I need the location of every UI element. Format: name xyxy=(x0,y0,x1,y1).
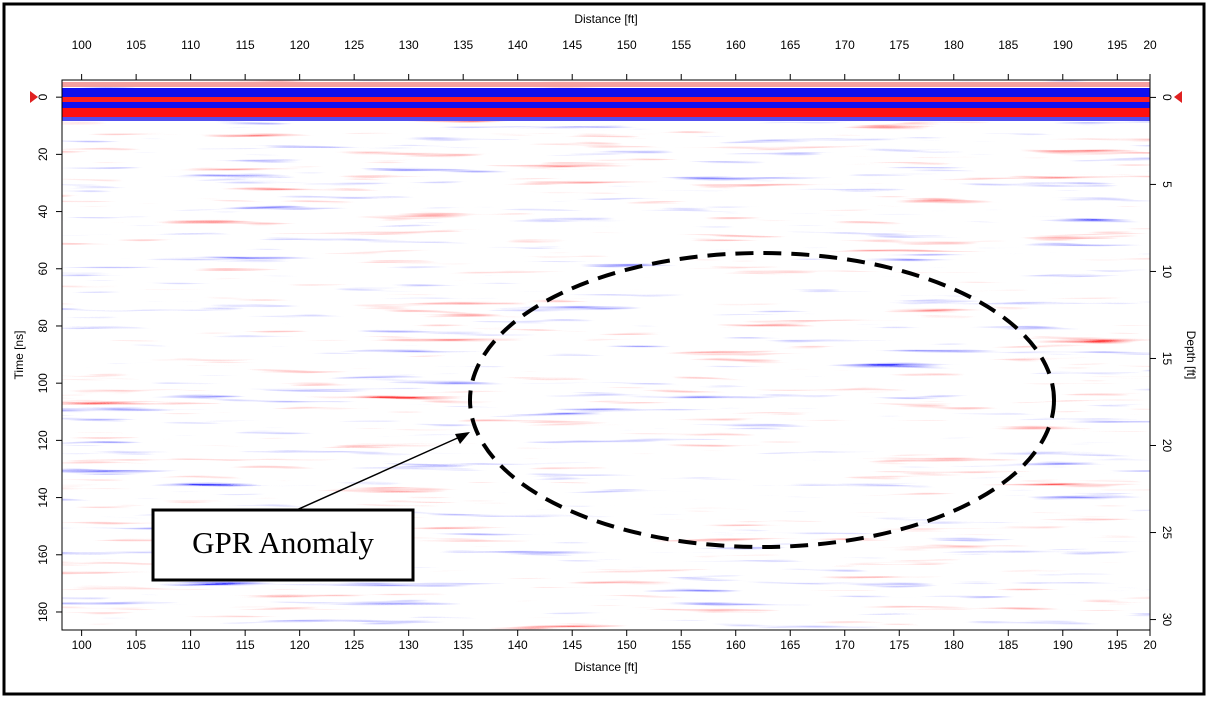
x-tick-label-bottom: 180 xyxy=(944,638,964,652)
x-tick-label: 180 xyxy=(944,38,964,52)
page: GPR Anomaly Distance [ft] Distance [ft] … xyxy=(0,0,1208,703)
x-tick-label-bottom: 110 xyxy=(181,638,200,652)
y2-tick-label: 20 xyxy=(1160,439,1174,453)
x-tick-label: 135 xyxy=(453,38,473,52)
y-tick-label: 160 xyxy=(36,544,50,564)
x-tick-label-bottom: 165 xyxy=(780,638,800,652)
x-tick-label-bottom: 185 xyxy=(998,638,1018,652)
x-tick-label: 20 xyxy=(1143,38,1157,52)
x-tick-label: 140 xyxy=(508,38,528,52)
y-tick-label: 20 xyxy=(36,147,50,161)
x-tick-label-bottom: 120 xyxy=(290,638,310,652)
band xyxy=(62,97,1150,102)
x-tick-label-bottom: 145 xyxy=(562,638,582,652)
y-tick-label: 120 xyxy=(36,430,50,450)
y-tick-label: 40 xyxy=(36,205,50,219)
x-tick-label-bottom: 130 xyxy=(399,638,419,652)
y2-tick-label: 5 xyxy=(1160,181,1174,188)
x-tick-label-bottom: 20 xyxy=(1143,638,1157,652)
x-axis-title-bottom: Distance [ft] xyxy=(574,660,637,674)
x-tick-label: 125 xyxy=(344,38,364,52)
x-tick-label: 150 xyxy=(617,38,637,52)
x-tick-label: 145 xyxy=(562,38,582,52)
annotation: GPR Anomaly xyxy=(192,525,374,560)
x-tick-label: 195 xyxy=(1107,38,1127,52)
x-tick-label-bottom: 190 xyxy=(1053,638,1073,652)
x-tick-label: 190 xyxy=(1053,38,1073,52)
y-tick-label: 180 xyxy=(36,602,50,622)
x-tick-label-bottom: 105 xyxy=(126,638,146,652)
x-tick-label-bottom: 135 xyxy=(453,638,473,652)
x-tick-label: 110 xyxy=(181,38,200,52)
y2-tick-label: 0 xyxy=(1160,94,1174,101)
chart: GPR Anomaly Distance [ft] Distance [ft] … xyxy=(0,0,1208,698)
x-tick-label-bottom: 100 xyxy=(72,638,92,652)
x-tick-label: 155 xyxy=(671,38,691,52)
y2-tick-label: 25 xyxy=(1160,526,1174,540)
x-tick-label-bottom: 150 xyxy=(617,638,637,652)
x-tick-label-bottom: 160 xyxy=(726,638,746,652)
y2-axis-title: Depth [ft] xyxy=(1184,331,1198,380)
x-tick-label-bottom: 115 xyxy=(236,638,255,652)
x-tick-label: 105 xyxy=(126,38,146,52)
y-tick-label: 60 xyxy=(36,262,50,276)
x-tick-label: 160 xyxy=(726,38,746,52)
x-tick-label-bottom: 125 xyxy=(344,638,364,652)
y-tick-label: 100 xyxy=(36,373,50,393)
x-tick-label: 130 xyxy=(399,38,419,52)
x-tick-label-bottom: 170 xyxy=(835,638,855,652)
x-tick-label: 120 xyxy=(290,38,310,52)
band xyxy=(62,82,1150,87)
y-tick-label: 0 xyxy=(36,94,50,101)
x-tick-label: 185 xyxy=(998,38,1018,52)
y2-tick-label: 30 xyxy=(1160,613,1174,627)
x-tick-label: 100 xyxy=(72,38,92,52)
x-tick-label-bottom: 155 xyxy=(671,638,691,652)
x-axis-title: Distance [ft] xyxy=(574,12,637,26)
y2-tick-label: 15 xyxy=(1160,352,1174,366)
x-tick-label-bottom: 195 xyxy=(1107,638,1127,652)
x-tick-label: 115 xyxy=(236,38,255,52)
y-tick-label: 140 xyxy=(36,487,50,507)
x-tick-label-bottom: 175 xyxy=(889,638,909,652)
band xyxy=(62,117,1150,121)
y-tick-label: 80 xyxy=(36,319,50,333)
x-tick-label-bottom: 140 xyxy=(508,638,528,652)
x-tick-label: 165 xyxy=(780,38,800,52)
y-axis-title: Time [ns] xyxy=(12,331,26,380)
band xyxy=(62,88,1150,97)
y2-tick-label: 10 xyxy=(1160,265,1174,279)
band xyxy=(62,108,1150,117)
x-tick-label: 175 xyxy=(889,38,909,52)
band xyxy=(62,102,1150,108)
x-tick-label: 170 xyxy=(835,38,855,52)
